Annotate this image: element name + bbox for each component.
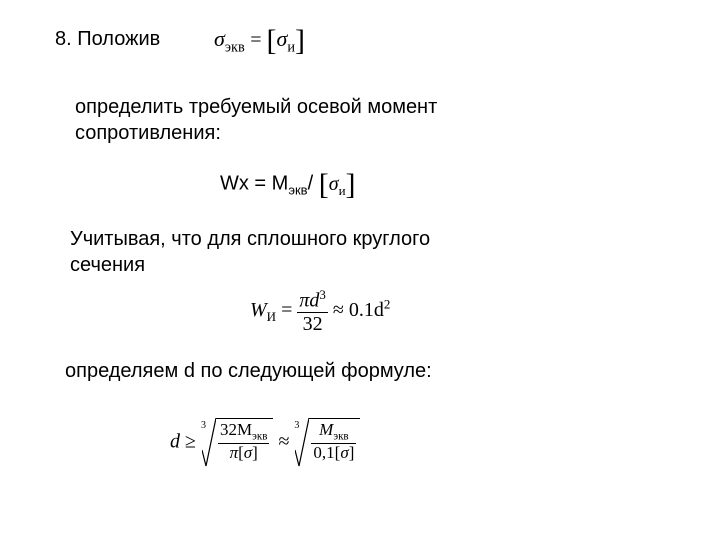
bracket-right-2: ] xyxy=(346,168,356,202)
d-square-sup: 2 xyxy=(384,296,391,311)
eq-sign-2: = xyxy=(281,299,297,321)
den-bracket-sigma-a: [σ] xyxy=(238,443,258,462)
num-m-sub-a: экв xyxy=(252,430,267,442)
text-soprotivleniya: сопротивления: xyxy=(75,122,221,145)
wx-eq-m: Wx = M xyxy=(220,173,288,195)
bracket-left: [ xyxy=(266,24,276,58)
num-m-sub-b: экв xyxy=(333,430,348,442)
bracket-left-2: [ xyxy=(319,168,329,202)
sigma-bracket-sub: и xyxy=(287,39,295,55)
cuberoot-a: 3 32Mэкв π[σ] xyxy=(201,418,273,468)
w-sub-i: И xyxy=(267,309,276,324)
sigma-sub-ekv: экв xyxy=(225,39,245,55)
d-var: d xyxy=(170,431,185,453)
m-sub-ekv: экв xyxy=(288,183,307,198)
num-pid: πd xyxy=(299,290,319,312)
num-32m: 32M xyxy=(220,420,252,439)
step-8-intro: 8. Положив xyxy=(55,28,160,51)
formula-wi: WИ = πd3 32 ≈ 0.1d2 xyxy=(250,288,390,335)
sigma-symbol: σ xyxy=(214,26,225,51)
den-pi: π xyxy=(230,443,239,462)
den-32: 32 xyxy=(297,313,328,335)
text-polozhiv: 8. Положив xyxy=(55,28,160,50)
bracket-right: ] xyxy=(295,24,305,58)
formula-wx: Wx = Mэкв/ [σи] xyxy=(220,168,356,202)
w-symbol: W xyxy=(250,299,267,321)
den-bracket-sigma-b: [σ] xyxy=(335,443,355,462)
slash: / xyxy=(308,173,314,195)
text-opredelyaem-d: определяем d по следующей формуле: xyxy=(65,360,432,383)
cuberoot-b: 3 Mэкв 0,1[σ] xyxy=(294,418,360,468)
num-d-cube: 3 xyxy=(319,287,326,302)
text-opredelit-moment: определить требуемый осевой момент xyxy=(75,96,437,119)
ge-sign: ≥ xyxy=(185,431,196,453)
text-secheniya: сечения xyxy=(70,254,145,277)
sigma-ekv-eq-bracket: σэкв = [σи] xyxy=(214,24,305,58)
equals-sign: = xyxy=(250,29,266,51)
sigma-in-bracket: σ xyxy=(276,26,287,51)
approx-0.1d: ≈ 0.1d xyxy=(333,299,384,321)
sigma-bracket-sub-2: и xyxy=(339,183,346,198)
fraction-pid3-32: πd3 32 xyxy=(297,288,328,335)
text-uchityvaya: Учитывая, что для сплошного круглого xyxy=(70,228,430,251)
radical-a xyxy=(202,418,216,468)
radical-b xyxy=(295,418,309,468)
den-coef-b: 0,1 xyxy=(313,443,334,462)
approx-sign-2: ≈ xyxy=(278,431,294,453)
num-m-b: M xyxy=(319,420,333,439)
formula-d-root: d ≥ 3 32Mэкв π[σ] ≈ 3 Mэкв 0,1[σ] xyxy=(170,418,360,468)
radicand-b: Mэкв 0,1[σ] xyxy=(309,418,360,468)
radicand-a: 32Mэкв π[σ] xyxy=(216,418,273,468)
sigma-in-bracket-2: σ xyxy=(329,173,339,195)
